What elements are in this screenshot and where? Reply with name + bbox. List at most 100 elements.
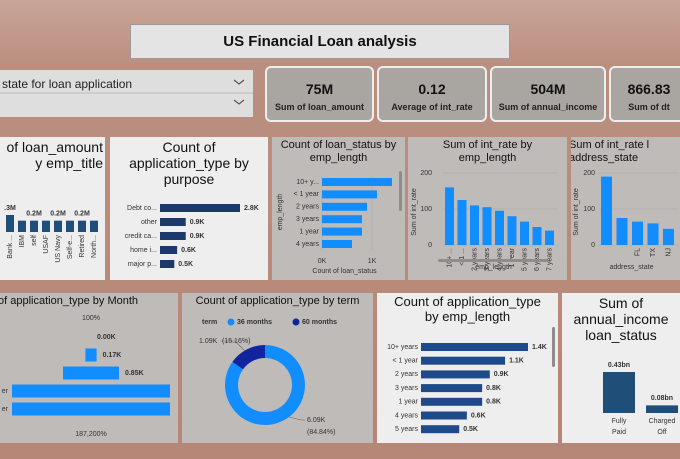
bar bbox=[42, 220, 50, 232]
bar bbox=[66, 220, 74, 232]
title-line: loan_status bbox=[585, 327, 657, 344]
category-label: major p... bbox=[128, 261, 157, 268]
y-tick-label: 0 bbox=[591, 242, 595, 249]
category-label: home i... bbox=[130, 247, 157, 254]
title-line: Count of application_type by term bbox=[195, 295, 360, 307]
category-label: North... bbox=[91, 235, 98, 258]
bar bbox=[78, 220, 86, 232]
state-slicer[interactable]: state for loan application bbox=[0, 70, 253, 117]
y-tick-label: 200 bbox=[420, 170, 432, 177]
chart-panel: Fully Paid 0.43bn Charged Off 0.08bn Sum of ann… bbox=[562, 293, 680, 443]
chevron[interactable] bbox=[233, 99, 245, 105]
category-label: 4 years bbox=[395, 412, 418, 419]
bar bbox=[445, 187, 454, 245]
percent-label: (84.84%) bbox=[307, 429, 335, 436]
funnel-bar bbox=[12, 384, 170, 398]
kpi-label: Sum of annual_income bbox=[498, 102, 598, 112]
scrollbar bbox=[438, 259, 548, 262]
bar bbox=[532, 227, 542, 245]
bar bbox=[632, 221, 643, 245]
bar bbox=[520, 221, 529, 245]
value-label: 0.2M bbox=[74, 211, 90, 218]
percent-label: (15.16%) bbox=[222, 338, 250, 345]
title-line: address_state bbox=[571, 151, 639, 164]
x-tick-label: 0K bbox=[318, 258, 327, 265]
bar bbox=[421, 425, 460, 434]
bar bbox=[457, 200, 467, 245]
category-label: < 1 year bbox=[294, 191, 320, 198]
funnel-top-label: 100% bbox=[82, 315, 100, 322]
x-axis-label: emp_length bbox=[475, 264, 512, 271]
category-label: er bbox=[2, 406, 9, 413]
title-line: purpose bbox=[163, 171, 215, 188]
category-label: 10+ years bbox=[387, 344, 418, 351]
kpi-value: 0.12 bbox=[418, 81, 446, 97]
value-label: 0.6K bbox=[471, 412, 486, 419]
x-tick-label: 1K bbox=[368, 258, 377, 265]
chart-panel: 100% 0.00K 0.17K 0.85K er er 187,200% of applic… bbox=[0, 293, 178, 443]
title-line: Count of bbox=[162, 139, 216, 155]
category-label: 3 years bbox=[395, 385, 418, 392]
bar bbox=[54, 220, 62, 232]
title-line: Count of application_type bbox=[394, 294, 541, 309]
funnel-bar bbox=[63, 366, 119, 380]
chart-panel: 0K 1K 10+ y... < 1 year 2 years 3 years 1 year… bbox=[272, 137, 405, 280]
value-label: 2.8K bbox=[244, 205, 259, 212]
value-label: 0.9K bbox=[494, 371, 509, 378]
legend-title: term bbox=[202, 319, 217, 326]
value-label: 0.43bn bbox=[608, 362, 630, 369]
bar bbox=[663, 228, 674, 245]
category-label: IBM bbox=[19, 235, 26, 248]
category-label: 2 years bbox=[296, 204, 319, 211]
legend-label: 36 months bbox=[237, 319, 272, 326]
bar bbox=[616, 218, 628, 245]
bar bbox=[470, 205, 479, 245]
chart: 10+ years 1.4K < 1 year 1.1K 2 years 0.9K 3 ye… bbox=[387, 327, 555, 434]
bar bbox=[507, 216, 517, 245]
chart-panel: Debt co... 2.8K other 0.9K credit ca... 0.9K h… bbox=[110, 137, 268, 280]
kpi-card: 504M Sum of annual_income bbox=[490, 66, 606, 122]
category-label: < 1 year bbox=[393, 358, 419, 365]
chart-panel: term 36 months 60 months 1.09K (15.16%) 6.09K… bbox=[182, 293, 373, 443]
category-label: 7 years bbox=[546, 248, 553, 271]
slicer-controls bbox=[0, 79, 253, 105]
value-label: 0.2M bbox=[50, 211, 66, 218]
value-label: 0.8K bbox=[486, 399, 501, 406]
bar bbox=[6, 215, 14, 232]
kpi-label: Sum of dt bbox=[628, 102, 670, 112]
bar bbox=[322, 190, 377, 199]
chart-title: of application_type by Month bbox=[0, 295, 178, 308]
y-axis-label: Sum of int_rate bbox=[411, 188, 418, 236]
category-label: credit ca... bbox=[125, 233, 157, 240]
kpi-label: Average of int_rate bbox=[391, 102, 473, 112]
title-line: y emp_title bbox=[35, 155, 103, 172]
chart-title: Sum of int_rate by emp_length bbox=[408, 139, 567, 164]
bar bbox=[160, 232, 186, 240]
slicer-label: state for loan application bbox=[2, 77, 133, 91]
category-label: TX bbox=[650, 248, 657, 257]
bar bbox=[646, 405, 678, 413]
kpi-value: 504M bbox=[530, 81, 566, 97]
chevron[interactable] bbox=[233, 79, 245, 85]
kpi-card: 75M Sum of loan_amount bbox=[265, 66, 374, 122]
value-label: 0.17K bbox=[103, 352, 122, 359]
bar bbox=[160, 204, 240, 212]
category-label: Retired bbox=[79, 235, 86, 258]
chart: 0K 1K 10+ y... < 1 year 2 years 3 years 1 year… bbox=[277, 171, 402, 275]
bar bbox=[160, 260, 175, 268]
bar bbox=[647, 223, 659, 245]
category-label: Fully Paid bbox=[612, 418, 627, 436]
chart-panel: Bank ... .3M IBM self 0.2M USAF US Navy 0.2M Sel… bbox=[0, 137, 105, 280]
title-line: by emp_length bbox=[424, 308, 511, 324]
leader-line bbox=[221, 340, 246, 352]
bar bbox=[421, 370, 490, 379]
bar bbox=[421, 343, 528, 351]
category-label: other bbox=[141, 219, 158, 226]
category-label: NJ bbox=[665, 248, 672, 257]
y-axis-label: emp_length bbox=[277, 194, 284, 231]
category-label: 1 year bbox=[399, 399, 419, 406]
kpi-value: 75M bbox=[305, 81, 334, 97]
y-axis-label: Sum of int_rate bbox=[573, 188, 580, 236]
title-line: emp_length bbox=[309, 151, 368, 164]
